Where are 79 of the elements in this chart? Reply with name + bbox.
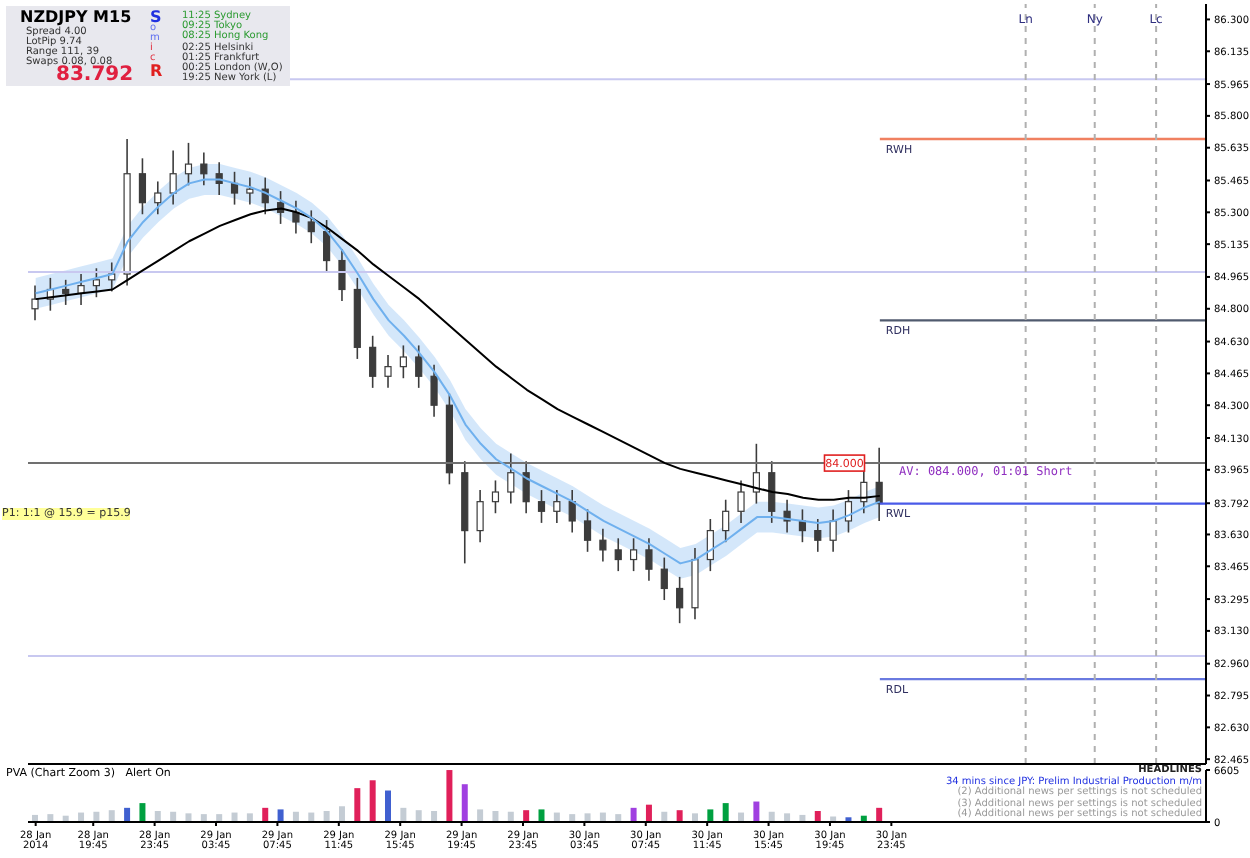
candlestick — [154, 180, 162, 216]
candlestick — [629, 537, 638, 572]
bar — [722, 803, 729, 822]
candlestick — [323, 219, 331, 273]
bar — [477, 809, 484, 822]
candlestick — [645, 537, 653, 582]
annotation: 83.792 — [56, 64, 134, 86]
candlestick — [77, 273, 85, 306]
bar — [876, 807, 883, 822]
candlestick — [676, 576, 684, 624]
candlestick — [829, 508, 837, 553]
candlestick — [399, 344, 407, 380]
candlestick — [184, 142, 193, 187]
candlestick — [568, 489, 576, 534]
bar — [784, 813, 791, 822]
bar — [369, 780, 376, 822]
candlestick — [737, 479, 745, 524]
bar — [753, 801, 760, 822]
candlestick — [200, 151, 208, 187]
candlestick — [537, 489, 546, 524]
bar — [400, 807, 407, 822]
bar — [584, 813, 591, 822]
bar — [830, 816, 837, 822]
candlestick — [138, 157, 147, 216]
bar — [691, 813, 698, 822]
candlestick — [230, 171, 239, 206]
bar — [415, 810, 422, 822]
candlestick — [369, 334, 377, 389]
bar — [676, 810, 683, 822]
candlestick — [599, 527, 607, 563]
candlestick — [491, 479, 500, 515]
candlestick — [814, 518, 822, 553]
bar — [354, 788, 361, 822]
candlestick — [614, 537, 622, 572]
bar — [246, 813, 253, 822]
bar — [262, 807, 269, 822]
bar — [431, 810, 438, 822]
candlestick — [507, 452, 515, 505]
bar — [645, 804, 652, 822]
candlestick — [660, 556, 668, 601]
candlestick — [62, 279, 70, 306]
candlestick — [292, 199, 300, 235]
bar — [630, 807, 637, 822]
bar — [538, 809, 545, 822]
bar — [492, 810, 499, 822]
bar — [323, 810, 330, 822]
bar — [446, 770, 453, 822]
candlestick — [553, 489, 561, 524]
bar — [277, 809, 284, 822]
chart-title: NZDJPY M15 — [20, 8, 132, 26]
candlestick — [522, 460, 530, 515]
candlestick — [430, 363, 438, 418]
bar — [523, 810, 530, 822]
bar — [338, 806, 345, 822]
bar — [185, 813, 192, 822]
bar — [814, 810, 821, 822]
candlestick — [246, 176, 254, 206]
candlestick — [722, 498, 730, 543]
bar — [124, 807, 131, 822]
candlestick — [583, 508, 592, 553]
candlestick — [92, 267, 100, 298]
candlestick — [706, 518, 714, 572]
candlestick — [415, 344, 423, 389]
bar — [108, 810, 115, 822]
candlestick — [844, 489, 853, 534]
candlestick — [169, 149, 177, 206]
annotation: S — [150, 8, 162, 26]
candlestick — [384, 354, 392, 389]
bar — [385, 790, 392, 822]
candlestick — [476, 489, 484, 543]
bar — [461, 784, 468, 822]
candlestick — [31, 284, 39, 322]
candlestick — [752, 443, 760, 505]
annotation: R — [150, 62, 163, 80]
candlestick — [768, 460, 776, 524]
candlestick — [307, 209, 315, 244]
bar — [707, 809, 714, 822]
bar — [154, 810, 161, 822]
bar — [139, 803, 146, 822]
